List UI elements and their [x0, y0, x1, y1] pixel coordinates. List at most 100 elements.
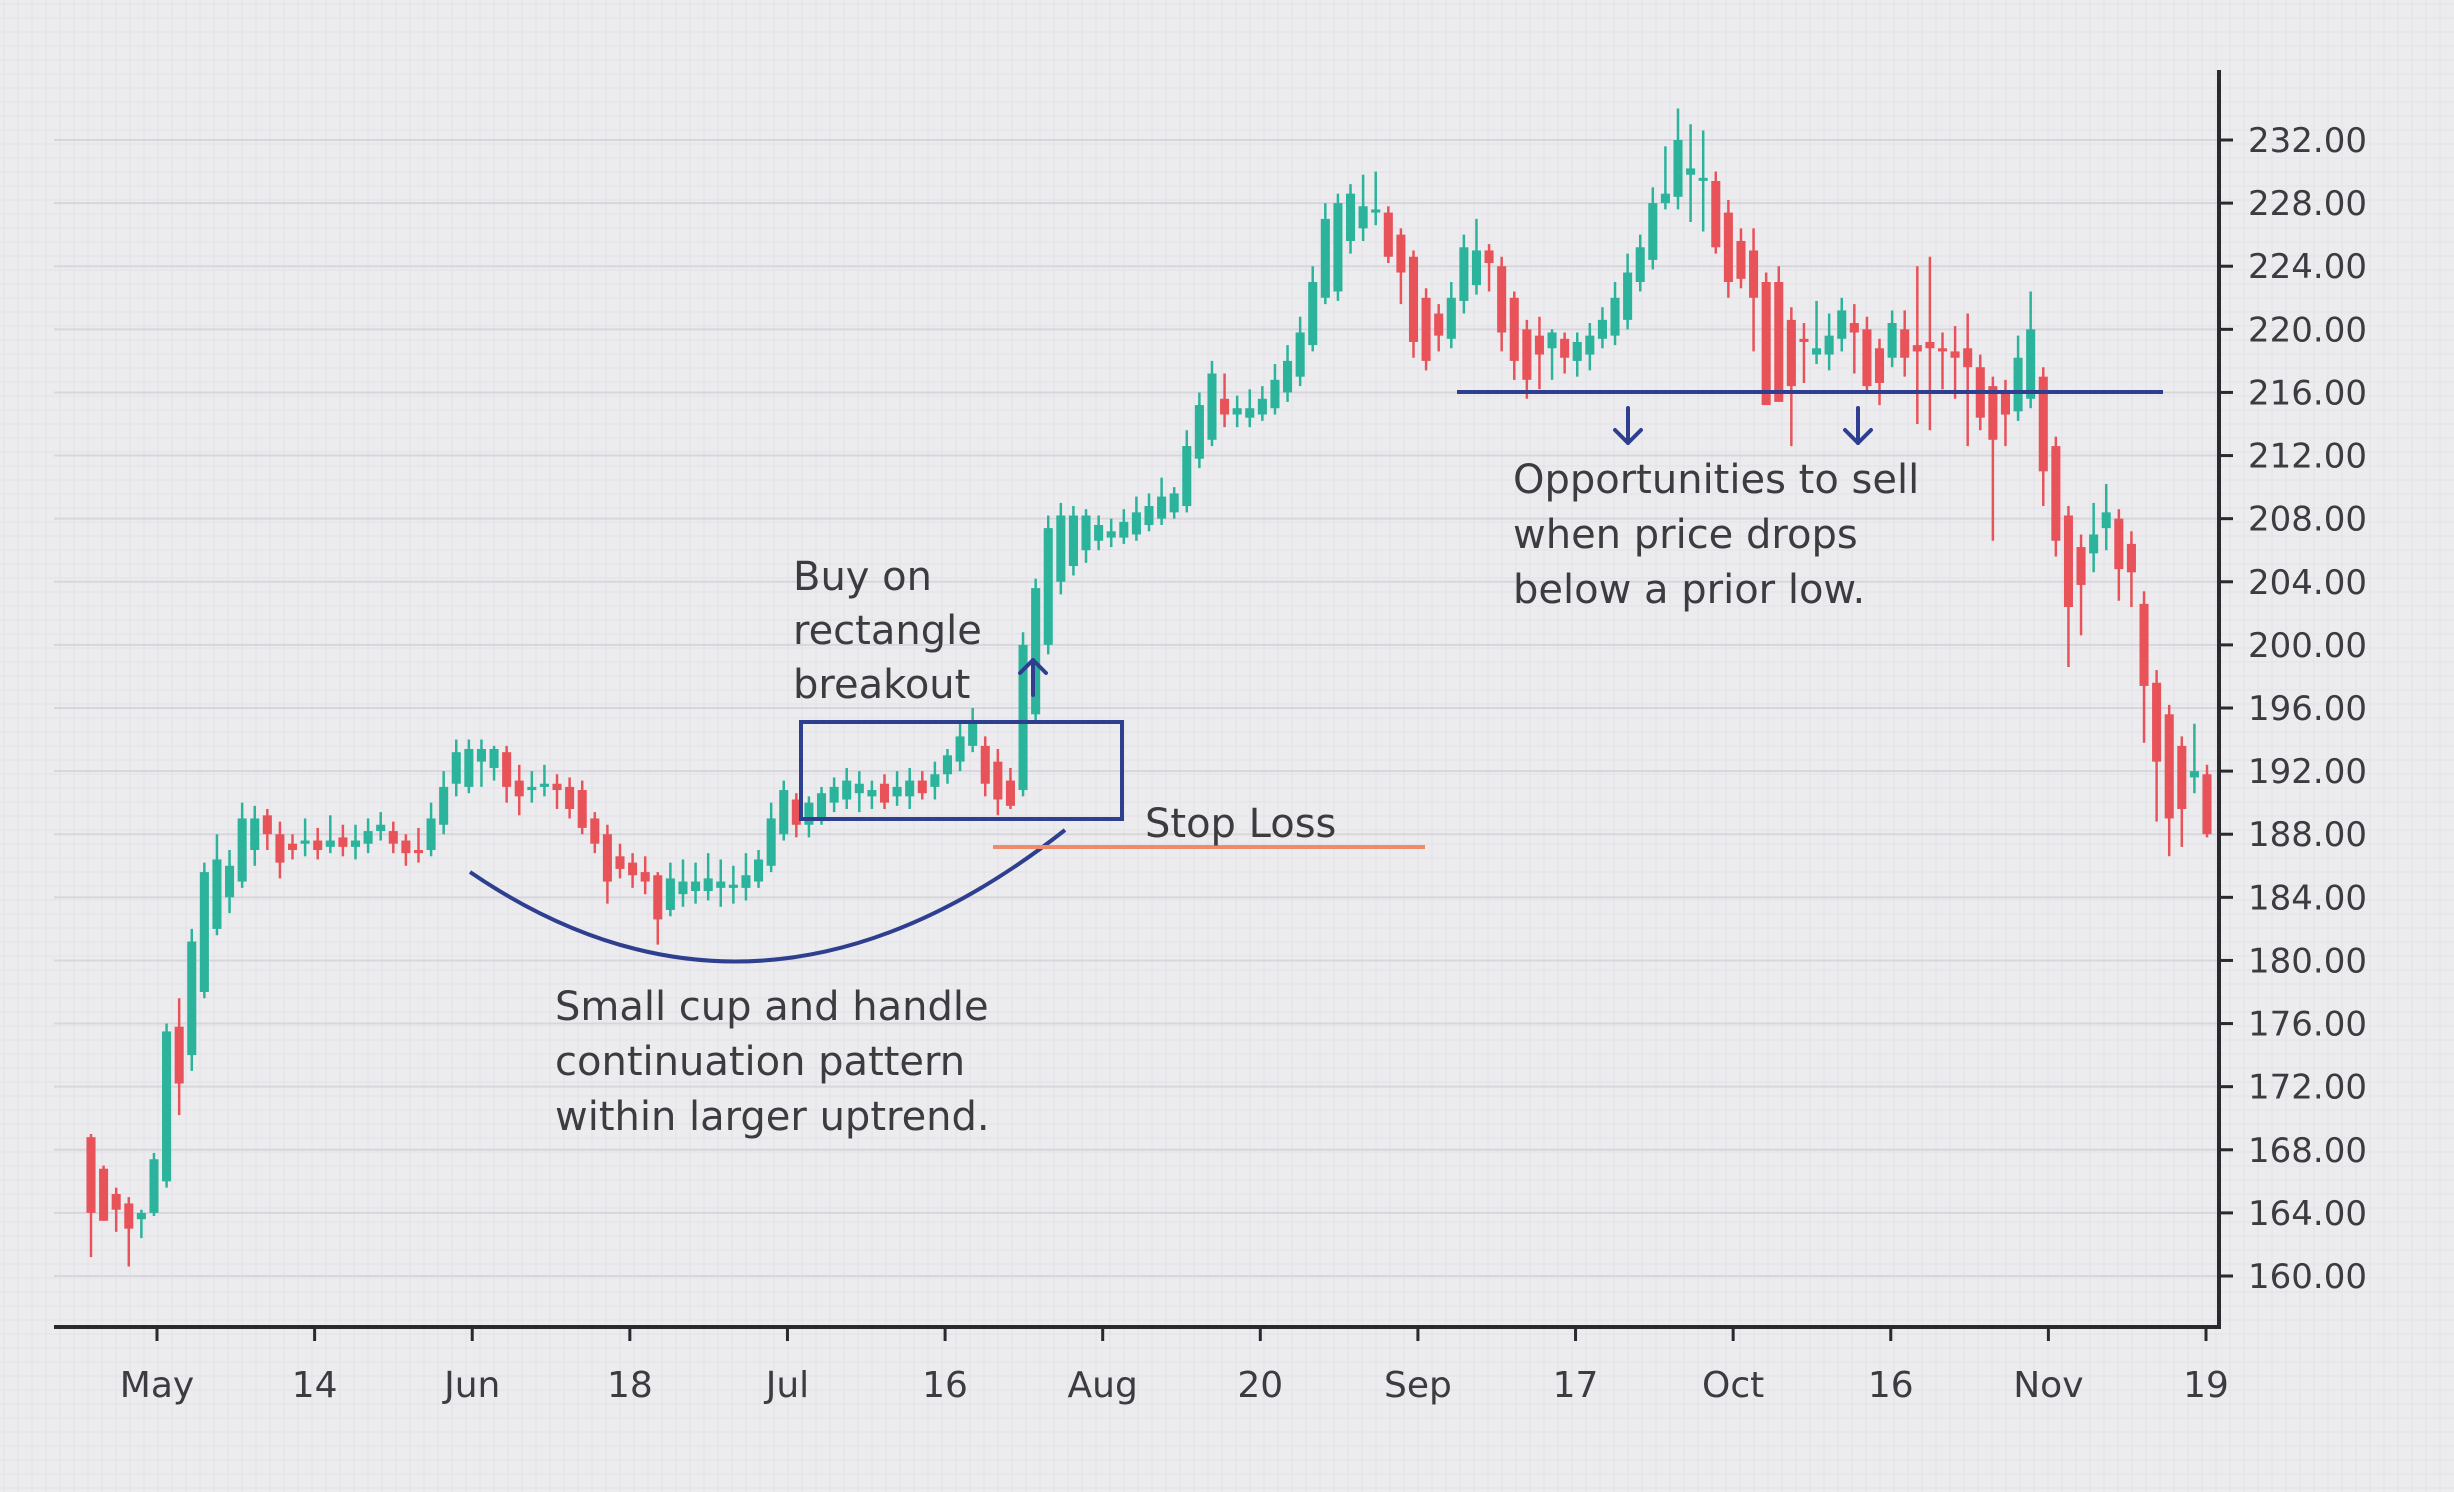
candle-body — [1308, 282, 1318, 346]
candle — [2189, 723, 2199, 794]
candle — [2177, 736, 2187, 847]
candle-body — [1119, 521, 1129, 538]
candle-body — [275, 834, 285, 863]
candle — [376, 812, 386, 841]
candle — [905, 767, 915, 809]
candle — [1144, 493, 1154, 532]
candle — [678, 859, 688, 907]
candle — [1320, 203, 1330, 305]
candle-body — [1257, 398, 1267, 415]
candle-body — [1610, 297, 1620, 336]
candle-body — [1005, 780, 1015, 806]
candle — [212, 834, 222, 936]
candle-body — [514, 780, 524, 797]
candle — [439, 771, 449, 835]
candle — [1686, 124, 1696, 223]
candle — [577, 780, 587, 835]
candle-body — [1081, 515, 1091, 551]
sell-down-arrow-icon — [1613, 406, 1643, 445]
candle — [1434, 304, 1444, 352]
candle — [1698, 130, 1708, 232]
candle — [653, 872, 663, 945]
candle-body — [426, 818, 436, 850]
candle — [867, 780, 877, 809]
candle — [250, 805, 260, 866]
candle — [728, 865, 738, 904]
y-tick-label: 224.00 — [2248, 247, 2367, 287]
candle-body — [162, 1031, 172, 1182]
candle-body — [212, 859, 222, 929]
candle — [174, 998, 184, 1116]
candle-body — [1900, 329, 1910, 358]
candle — [1774, 266, 1784, 402]
axes — [54, 70, 2221, 1329]
candle — [552, 774, 562, 809]
candle — [2202, 764, 2212, 838]
candle-body — [1333, 203, 1343, 292]
candle — [1522, 319, 1532, 399]
candle-body — [287, 843, 298, 850]
candle — [1585, 323, 1595, 371]
candle-body — [489, 749, 499, 768]
candle-body — [2089, 534, 2099, 554]
candle — [2101, 483, 2111, 551]
candle-body — [124, 1203, 134, 1229]
candle-body — [439, 786, 449, 825]
candle — [1081, 509, 1091, 563]
candle-body — [1220, 398, 1230, 415]
candle — [1648, 187, 1658, 270]
candle-body — [527, 786, 537, 791]
candle-body — [376, 824, 386, 832]
candle-body — [1547, 332, 1557, 349]
candle-body — [1056, 515, 1066, 582]
y-tick-label: 188.00 — [2248, 815, 2367, 855]
candle-body — [1446, 297, 1456, 339]
y-tick-label: 176.00 — [2248, 1005, 2367, 1045]
candle-body — [325, 840, 335, 847]
candle-body — [892, 786, 902, 797]
candle-body — [1358, 206, 1368, 229]
candle — [804, 796, 814, 838]
candle-body — [1320, 218, 1330, 298]
candle-body — [86, 1137, 96, 1213]
candle — [199, 862, 209, 999]
candle-body — [1068, 515, 1078, 566]
candle — [754, 850, 764, 888]
candle — [766, 802, 776, 873]
candle — [2038, 367, 2048, 507]
y-tick-label: 180.00 — [2248, 941, 2367, 981]
candle — [1383, 206, 1393, 264]
x-axis-ticks: May 14 Jun 18 Jul 16 Aug 20 Sep 17 Oct 16 Nov 19 — [120, 1327, 2229, 1406]
candle-body — [1912, 345, 1922, 352]
candle-body — [854, 783, 864, 794]
candle — [464, 739, 474, 794]
candle-body — [1635, 247, 1645, 282]
candle — [829, 777, 839, 813]
candle-body — [2101, 512, 2111, 529]
candle — [313, 827, 323, 860]
candle-body — [1698, 177, 1708, 181]
candle — [86, 1134, 96, 1258]
candle-body — [678, 881, 688, 895]
candle — [275, 821, 285, 879]
candle — [2013, 335, 2023, 421]
candle-body — [1887, 323, 1897, 358]
candle — [1673, 108, 1683, 210]
x-tick-label: Jul — [764, 1365, 809, 1406]
candle-body — [766, 818, 776, 866]
candlestick-series — [86, 108, 2212, 1267]
x-tick-label: 14 — [292, 1365, 338, 1406]
candle — [2126, 531, 2136, 608]
candle-body — [968, 720, 978, 746]
candle-body — [2038, 376, 2048, 472]
y-tick-label: 168.00 — [2248, 1131, 2367, 1171]
candle-body — [816, 793, 827, 819]
candle-body — [1711, 181, 1721, 248]
candle-body — [1371, 209, 1381, 213]
candle — [1131, 496, 1141, 541]
candle-body — [502, 752, 512, 787]
candle-body — [1963, 348, 1973, 368]
candle-body — [653, 875, 663, 920]
candle-body — [2164, 714, 2174, 819]
